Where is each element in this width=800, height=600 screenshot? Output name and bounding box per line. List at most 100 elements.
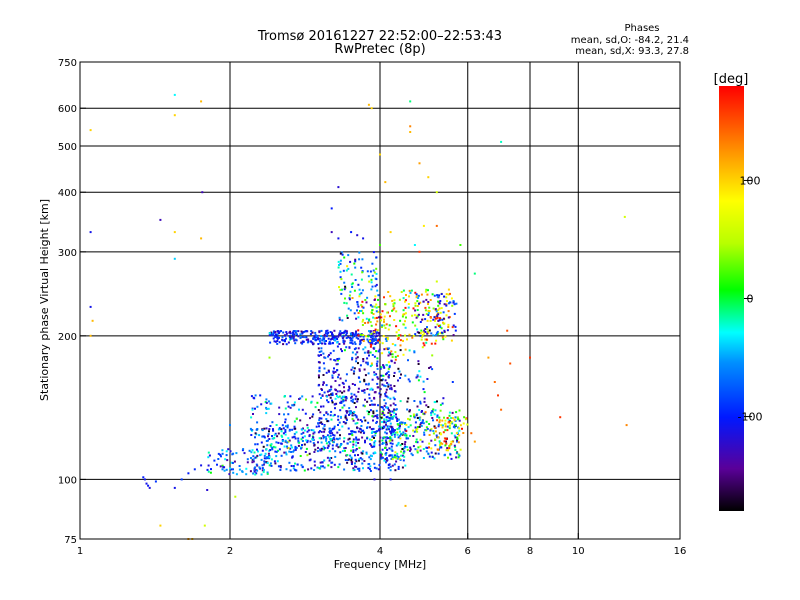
data-point — [294, 447, 297, 449]
data-point — [245, 467, 248, 470]
data-point — [373, 355, 376, 358]
data-point — [318, 419, 321, 422]
data-point — [379, 455, 382, 458]
data-point — [329, 352, 332, 355]
data-point — [272, 337, 275, 340]
data-point — [337, 446, 340, 449]
data-point — [290, 337, 293, 340]
data-point — [206, 468, 209, 471]
data-point — [429, 316, 432, 319]
data-point — [383, 384, 386, 387]
data-point — [377, 404, 379, 407]
data-point — [438, 294, 441, 297]
data-point — [350, 395, 353, 398]
data-point — [436, 295, 439, 298]
data-point — [372, 316, 375, 319]
data-point — [298, 441, 301, 444]
data-point — [267, 407, 270, 410]
data-point — [354, 383, 356, 386]
data-point — [427, 303, 429, 305]
data-point — [255, 472, 258, 475]
data-point — [394, 404, 397, 406]
data-point — [208, 454, 211, 457]
data-points — [89, 93, 628, 540]
data-point — [272, 333, 275, 336]
data-point — [354, 458, 357, 461]
data-point — [415, 376, 418, 379]
data-point — [378, 425, 381, 428]
data-point — [343, 340, 346, 343]
data-point — [343, 301, 346, 304]
data-point — [354, 353, 357, 356]
data-point — [402, 289, 405, 292]
data-point — [385, 347, 388, 350]
data-point — [372, 332, 375, 335]
data-point — [423, 329, 426, 332]
data-point — [443, 322, 446, 325]
data-point — [473, 440, 476, 443]
data-point — [442, 397, 445, 400]
data-point — [317, 441, 319, 444]
data-point — [297, 437, 300, 440]
data-point — [350, 338, 352, 341]
data-point — [364, 441, 366, 444]
data-point — [395, 310, 398, 313]
data-point — [350, 231, 353, 234]
chart-subtitle: RwPretec (8p) — [334, 42, 425, 57]
data-point — [267, 433, 270, 436]
data-point — [442, 317, 445, 320]
data-point — [336, 431, 339, 434]
data-point — [370, 428, 373, 431]
data-point — [431, 411, 434, 414]
data-point — [434, 308, 437, 311]
data-point — [437, 452, 440, 455]
data-point — [385, 395, 388, 398]
data-point — [347, 336, 350, 339]
data-point — [268, 334, 271, 337]
data-point — [395, 413, 397, 416]
data-point — [334, 397, 337, 400]
data-point — [361, 305, 364, 308]
data-point — [284, 421, 287, 424]
data-point — [413, 350, 416, 353]
data-point — [434, 452, 437, 455]
data-point — [428, 442, 431, 445]
data-point — [349, 336, 352, 339]
data-point — [421, 421, 423, 424]
data-point — [428, 434, 431, 436]
data-point — [320, 347, 323, 350]
data-point — [374, 328, 377, 331]
data-point — [309, 417, 311, 420]
data-point — [380, 366, 383, 369]
data-point — [434, 315, 437, 318]
data-point — [265, 412, 268, 415]
data-point — [233, 460, 236, 463]
data-point — [351, 282, 354, 285]
data-point — [329, 430, 331, 433]
data-point — [256, 469, 259, 472]
data-point — [249, 470, 252, 473]
data-point — [399, 421, 402, 424]
data-point — [395, 331, 398, 334]
data-point — [341, 253, 344, 256]
data-point — [454, 449, 457, 451]
data-point — [328, 394, 330, 397]
data-point — [358, 369, 361, 372]
data-point — [300, 447, 302, 450]
data-point — [325, 418, 328, 421]
data-point — [426, 319, 429, 322]
data-point — [299, 333, 302, 336]
data-point — [342, 339, 345, 342]
data-point — [331, 337, 333, 340]
data-point — [383, 436, 386, 439]
data-point — [415, 316, 418, 319]
data-point — [428, 367, 431, 369]
data-point — [451, 304, 454, 307]
data-point — [416, 328, 419, 331]
data-point — [371, 342, 374, 345]
data-point — [369, 341, 372, 344]
data-point — [414, 448, 417, 451]
data-point — [334, 450, 337, 453]
data-point — [173, 93, 176, 96]
